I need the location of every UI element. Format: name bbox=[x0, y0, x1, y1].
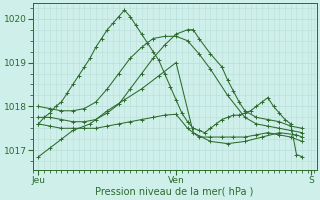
X-axis label: Pression niveau de la mer( hPa ): Pression niveau de la mer( hPa ) bbox=[95, 187, 254, 197]
